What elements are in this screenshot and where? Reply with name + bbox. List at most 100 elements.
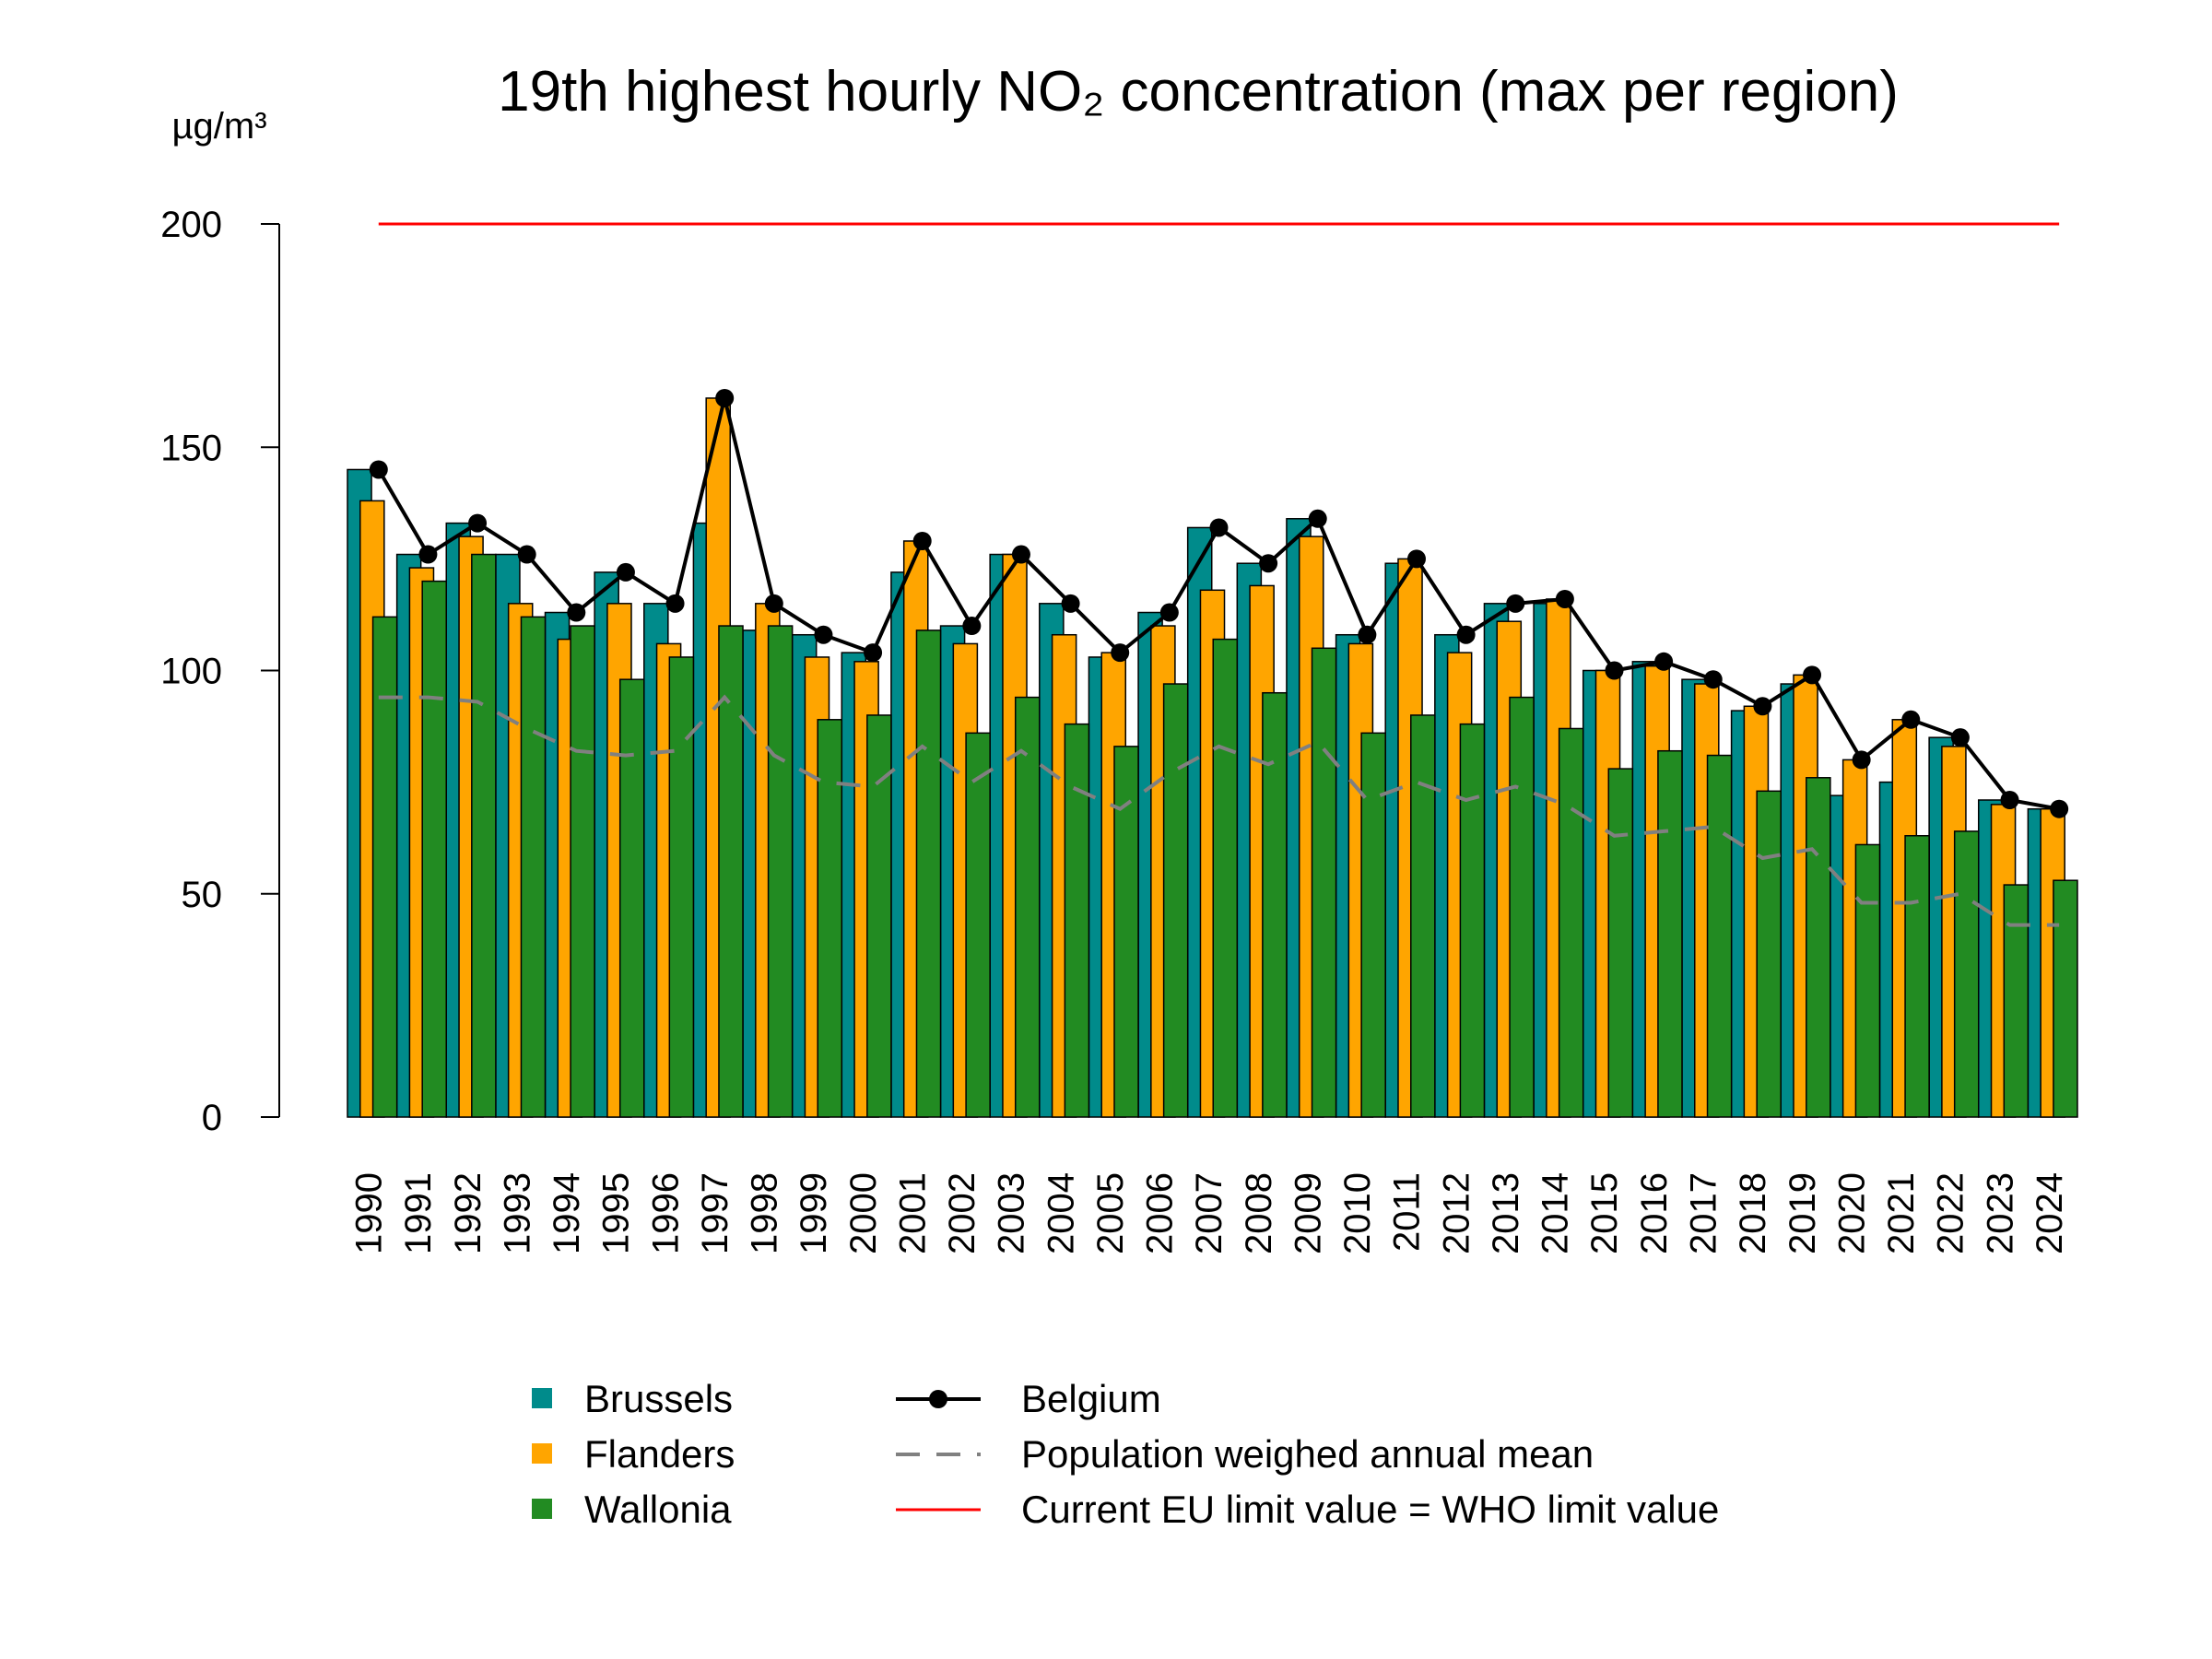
point: [1358, 625, 1377, 644]
x-tick-label: 2016: [1634, 1172, 1675, 1254]
x-tick-label: 2020: [1831, 1172, 1872, 1254]
bar: [1262, 691, 1288, 1118]
point: [616, 562, 635, 582]
bar: [965, 732, 991, 1118]
point: [1803, 665, 1822, 685]
point: [2050, 799, 2069, 818]
bar: [1014, 696, 1041, 1118]
x-tick-label: 1994: [547, 1172, 587, 1254]
point: [1159, 603, 1179, 622]
point: [418, 545, 438, 564]
point: [1852, 750, 1871, 770]
bar: [2053, 879, 2078, 1118]
bar: [1113, 746, 1139, 1118]
point: [1901, 710, 1921, 729]
point: [1111, 643, 1130, 663]
x-tick-label: 1998: [745, 1172, 785, 1254]
point: [1406, 549, 1426, 569]
bar: [1212, 638, 1239, 1118]
bar: [1854, 843, 1881, 1118]
x-tick-label: 1996: [645, 1172, 686, 1254]
point: [1209, 518, 1229, 537]
x-tick-label: 2014: [1535, 1172, 1576, 1254]
chart-title: 19th highest hourly NO₂ concentration (m…: [498, 60, 1899, 124]
legend-label: Wallonia: [584, 1488, 732, 1531]
bar: [1459, 723, 1486, 1118]
bar: [668, 656, 695, 1118]
y-tick-label: 0: [202, 1098, 222, 1138]
x-tick-label: 2007: [1189, 1172, 1230, 1254]
x-tick-label: 2019: [1783, 1172, 1823, 1254]
x-tick-label: 2010: [1337, 1172, 1378, 1254]
x-tick-label: 2017: [1683, 1172, 1724, 1254]
bar: [1806, 777, 1831, 1118]
legend-label: Population weighed annual mean: [1021, 1432, 1594, 1476]
bar: [1509, 696, 1535, 1118]
x-tick-label: 2018: [1733, 1172, 1773, 1254]
point: [1555, 589, 1574, 608]
legend-swatch: [532, 1499, 552, 1519]
x-tick-label: 1991: [398, 1172, 439, 1254]
point: [962, 617, 982, 636]
x-tick-label: 2012: [1436, 1172, 1477, 1254]
bar: [421, 580, 448, 1118]
point: [1753, 697, 1772, 716]
point: [369, 460, 388, 479]
x-tick-label: 2021: [1881, 1172, 1922, 1254]
bar: [2003, 884, 2030, 1118]
point: [1703, 670, 1723, 689]
bar: [1904, 835, 1930, 1118]
point: [1456, 625, 1476, 644]
x-tick-label: 2006: [1140, 1172, 1181, 1254]
x-tick-label: 1990: [349, 1172, 390, 1254]
point: [1308, 509, 1327, 528]
point: [2000, 791, 2019, 810]
legend-swatch: [532, 1443, 552, 1464]
bar: [1064, 723, 1090, 1118]
x-tick-label: 2022: [1931, 1172, 1971, 1254]
bar: [718, 625, 744, 1118]
point: [1011, 545, 1030, 564]
bar: [1558, 727, 1584, 1118]
point: [567, 603, 586, 622]
point: [864, 643, 883, 663]
x-tick-label: 2011: [1387, 1172, 1428, 1252]
legend-label: Current EU limit value = WHO limit value: [1021, 1488, 1719, 1531]
point: [1061, 594, 1080, 613]
bar: [1706, 754, 1733, 1118]
x-tick-label: 1995: [596, 1172, 637, 1254]
x-tick-label: 1999: [794, 1172, 834, 1254]
legend-label: Belgium: [1021, 1377, 1161, 1420]
point: [1506, 594, 1525, 613]
bar: [1953, 830, 1980, 1118]
x-tick-label: 1997: [695, 1172, 735, 1254]
x-tick-label: 2023: [1980, 1172, 2020, 1254]
x-tick-label: 2005: [1090, 1172, 1131, 1254]
x-tick-label: 1993: [497, 1172, 537, 1254]
y-tick-label: 200: [160, 205, 222, 245]
legend-label: Brussels: [584, 1377, 733, 1420]
point: [1259, 554, 1278, 573]
y-tick-label: 50: [182, 875, 223, 915]
y-tick-label: 100: [160, 652, 222, 692]
point: [912, 531, 932, 550]
bar: [1756, 790, 1782, 1118]
bar: [1360, 732, 1386, 1118]
legend-label: Flanders: [584, 1432, 735, 1476]
x-tick-label: 2003: [992, 1172, 1032, 1254]
point: [764, 594, 783, 613]
x-tick-label: 2008: [1239, 1172, 1279, 1254]
dashed-line: [378, 694, 2060, 927]
legend-point: [929, 1390, 947, 1408]
point: [715, 388, 735, 407]
bar: [618, 678, 645, 1118]
bar: [1657, 749, 1683, 1118]
x-tick-label: 2001: [892, 1172, 933, 1254]
bar: [1607, 768, 1634, 1118]
x-tick-label: 1992: [448, 1172, 488, 1254]
bar: [1311, 647, 1337, 1118]
x-tick-label: 2013: [1486, 1172, 1526, 1254]
bar: [520, 616, 547, 1118]
x-tick-label: 2015: [1584, 1172, 1625, 1254]
